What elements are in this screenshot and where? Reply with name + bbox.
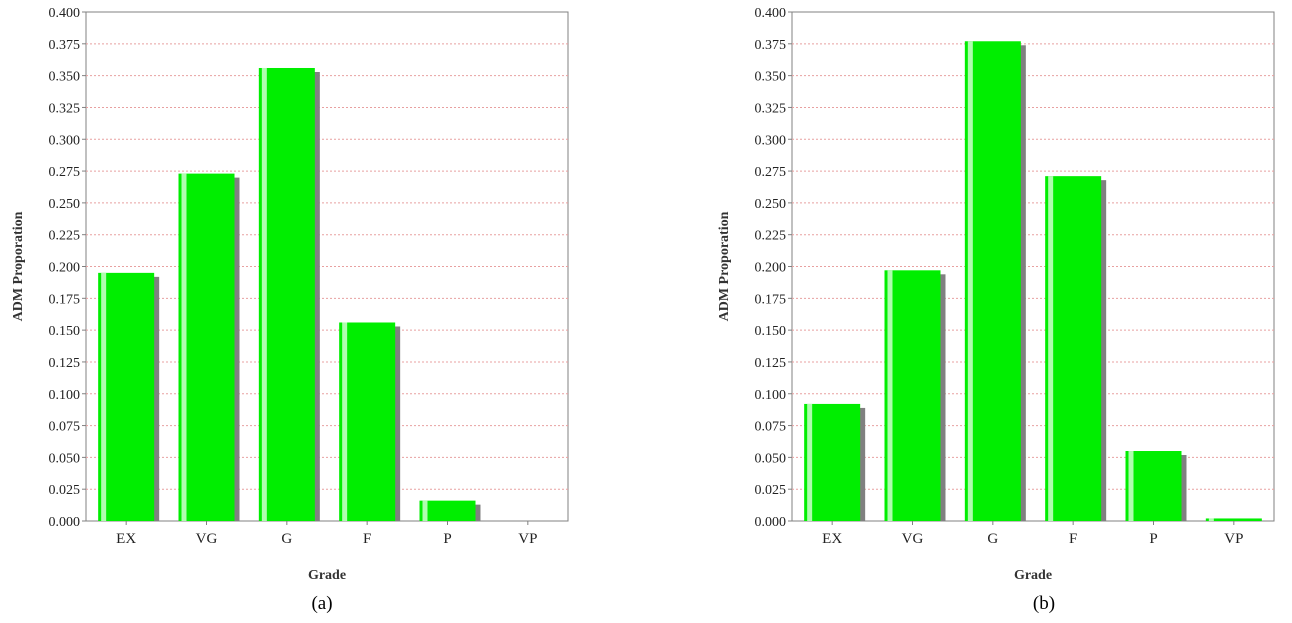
bar-ex	[98, 272, 160, 521]
x-axis-title: Grade	[308, 568, 346, 583]
bar-body	[258, 67, 315, 522]
bar-g	[258, 67, 320, 522]
x-tick-label: VP	[1224, 531, 1243, 547]
y-tick-label: 0.350	[755, 70, 787, 85]
bar-highlight	[261, 67, 267, 522]
y-tick-label: 0.025	[755, 483, 787, 498]
y-tick-label: 0.375	[49, 38, 81, 53]
y-tick-label: 0.100	[49, 388, 81, 403]
bar-highlight	[1128, 451, 1134, 521]
y-tick-label: 0.050	[49, 451, 81, 466]
chart-panel-b: 0.000 0.025 0.050 0.075 0.100 0.125 0.150 0.175…	[646, 0, 1292, 623]
y-tick-label: 0.200	[755, 261, 787, 276]
bar-highlight	[1048, 176, 1054, 521]
y-tick-label: 0.175	[755, 292, 787, 307]
bar-chart-a: 0.000 0.025 0.050 0.075 0.100 0.125 0.150 0.175…	[11, 6, 569, 583]
bar-body	[1205, 518, 1262, 521]
bar-highlight	[807, 403, 813, 521]
bar-body	[419, 500, 476, 521]
caption-a: (a)	[311, 593, 333, 614]
y-tick-label: 0.275	[49, 165, 81, 180]
x-tick-label: P	[1149, 531, 1157, 547]
bar-vg	[884, 270, 946, 521]
y-tick-label: 0.150	[755, 324, 787, 339]
x-tick-label: EX	[822, 531, 842, 547]
chart-panel-a: 0.000 0.025 0.050 0.075 0.100 0.125 0.150 0.175…	[11, 6, 569, 614]
x-tick-label: VG	[902, 531, 924, 547]
y-tick-label: 0.225	[755, 229, 787, 244]
y-tick-label: 0.075	[49, 420, 81, 435]
bar-p	[1125, 451, 1187, 521]
x-tick-label: VP	[518, 531, 537, 547]
bar-vg	[178, 173, 240, 522]
caption-b: (b)	[1032, 593, 1056, 614]
y-tick-label: 0.125	[49, 356, 81, 371]
y-tick-label: 0.000	[49, 515, 81, 530]
bar-body	[339, 322, 396, 521]
bar-vp	[1205, 518, 1262, 521]
y-tick-label: 0.275	[755, 165, 787, 180]
bar-p	[419, 500, 481, 521]
bar-ex	[804, 403, 866, 521]
bar-highlight	[422, 500, 428, 521]
bar-highlight	[1208, 518, 1214, 521]
bar-highlight	[887, 270, 893, 521]
y-tick-label: 0.050	[755, 451, 787, 466]
bar-chart-b: 0.000 0.025 0.050 0.075 0.100 0.125 0.150 0.175…	[717, 6, 1275, 583]
y-tick-label: 0.000	[755, 515, 787, 530]
y-axis-title: ADM Proporation	[717, 211, 732, 321]
y-tick-label: 0.200	[49, 261, 81, 276]
y-tick-label: 0.350	[49, 70, 81, 85]
x-tick-label: G	[987, 531, 998, 547]
y-tick-label: 0.325	[755, 101, 787, 116]
y-tick-label: 0.025	[49, 483, 81, 498]
y-tick-label: 0.325	[49, 101, 81, 116]
y-tick-label: 0.075	[755, 420, 787, 435]
bar-highlight	[181, 173, 187, 522]
bar-highlight	[101, 272, 107, 521]
y-tick-label: 0.400	[49, 6, 81, 21]
bar-f	[1045, 176, 1107, 521]
y-tick-label: 0.300	[49, 133, 81, 148]
bar-body	[1125, 451, 1182, 521]
y-tick-label: 0.250	[755, 197, 787, 212]
y-tick-label: 0.300	[755, 133, 787, 148]
x-tick-label: VG	[196, 531, 218, 547]
y-tick-label: 0.175	[49, 292, 81, 307]
bar-f	[339, 322, 401, 521]
y-tick-label: 0.375	[755, 38, 787, 53]
y-tick-label: 0.250	[49, 197, 81, 212]
x-tick-label: P	[443, 531, 451, 547]
y-tick-label: 0.225	[49, 229, 81, 244]
bar-body	[964, 41, 1021, 522]
bar-highlight	[342, 322, 348, 521]
y-tick-label: 0.400	[755, 6, 787, 21]
y-tick-label: 0.150	[49, 324, 81, 339]
bar-body	[884, 270, 941, 521]
bar-body	[178, 173, 235, 522]
y-tick-label: 0.125	[755, 356, 787, 371]
x-tick-label: G	[281, 531, 292, 547]
x-tick-label: EX	[116, 531, 136, 547]
bar-highlight	[967, 41, 973, 522]
bar-body	[98, 272, 155, 521]
bar-body	[804, 403, 861, 521]
x-tick-label: F	[363, 531, 371, 547]
bar-g	[964, 41, 1026, 522]
x-axis-title: Grade	[1014, 568, 1052, 583]
y-axis-title: ADM Proporation	[11, 211, 26, 321]
bar-body	[1045, 176, 1102, 521]
x-tick-label: F	[1069, 531, 1077, 547]
y-tick-label: 0.100	[755, 388, 787, 403]
